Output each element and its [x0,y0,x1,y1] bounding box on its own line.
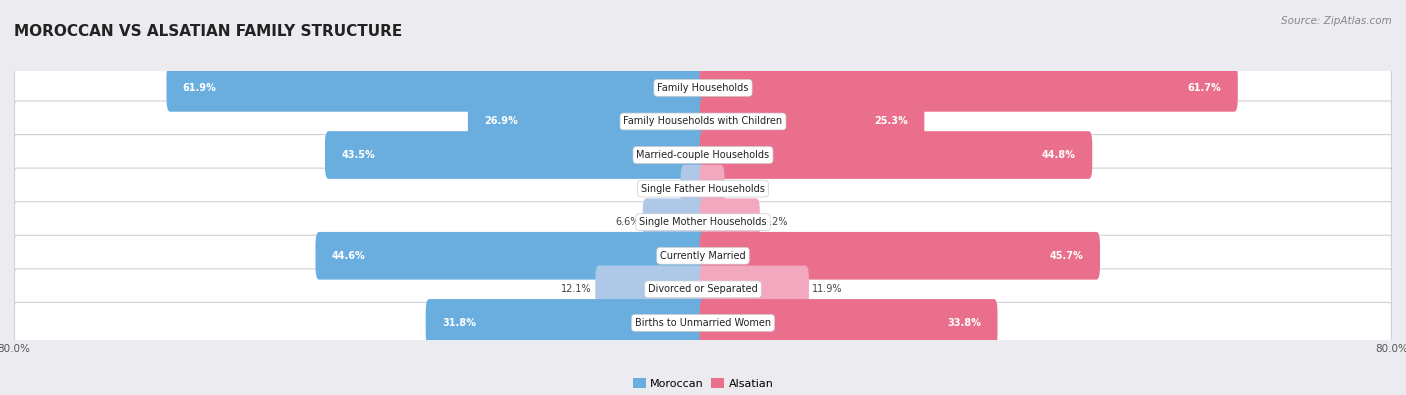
FancyBboxPatch shape [14,135,1392,175]
FancyBboxPatch shape [14,269,1392,310]
Text: 11.9%: 11.9% [813,284,842,294]
FancyBboxPatch shape [166,64,706,112]
FancyBboxPatch shape [14,168,1392,209]
Text: Currently Married: Currently Married [661,251,745,261]
Text: 26.9%: 26.9% [484,117,517,126]
Text: 61.7%: 61.7% [1188,83,1222,93]
FancyBboxPatch shape [643,198,706,246]
Text: Births to Unmarried Women: Births to Unmarried Women [636,318,770,328]
FancyBboxPatch shape [14,68,1392,108]
FancyBboxPatch shape [595,265,706,313]
Text: 6.2%: 6.2% [763,217,787,227]
FancyBboxPatch shape [14,202,1392,243]
Text: Family Households with Children: Family Households with Children [623,117,783,126]
FancyBboxPatch shape [700,98,924,145]
FancyBboxPatch shape [700,64,1237,112]
Text: Single Father Households: Single Father Households [641,184,765,194]
FancyBboxPatch shape [14,303,1392,343]
FancyBboxPatch shape [315,232,706,280]
Legend: Moroccan, Alsatian: Moroccan, Alsatian [628,374,778,393]
FancyBboxPatch shape [700,198,759,246]
Text: 6.6%: 6.6% [614,217,640,227]
Text: 31.8%: 31.8% [441,318,477,328]
Text: 43.5%: 43.5% [342,150,375,160]
Text: 45.7%: 45.7% [1050,251,1084,261]
FancyBboxPatch shape [14,101,1392,142]
FancyBboxPatch shape [14,235,1392,276]
Text: 33.8%: 33.8% [948,318,981,328]
Text: 61.9%: 61.9% [183,83,217,93]
Text: 44.8%: 44.8% [1042,150,1076,160]
Text: Married-couple Households: Married-couple Households [637,150,769,160]
FancyBboxPatch shape [468,98,706,145]
Text: 25.3%: 25.3% [875,117,908,126]
FancyBboxPatch shape [426,299,706,347]
Text: 2.2%: 2.2% [652,184,678,194]
FancyBboxPatch shape [681,165,706,213]
Text: Single Mother Households: Single Mother Households [640,217,766,227]
FancyBboxPatch shape [700,131,1092,179]
FancyBboxPatch shape [700,165,724,213]
Text: Divorced or Separated: Divorced or Separated [648,284,758,294]
Text: 12.1%: 12.1% [561,284,592,294]
Text: Family Households: Family Households [658,83,748,93]
FancyBboxPatch shape [700,299,997,347]
Text: MOROCCAN VS ALSATIAN FAMILY STRUCTURE: MOROCCAN VS ALSATIAN FAMILY STRUCTURE [14,24,402,39]
FancyBboxPatch shape [700,265,808,313]
Text: 44.6%: 44.6% [332,251,366,261]
Text: 2.1%: 2.1% [728,184,752,194]
Text: Source: ZipAtlas.com: Source: ZipAtlas.com [1281,16,1392,26]
FancyBboxPatch shape [700,232,1099,280]
FancyBboxPatch shape [325,131,706,179]
